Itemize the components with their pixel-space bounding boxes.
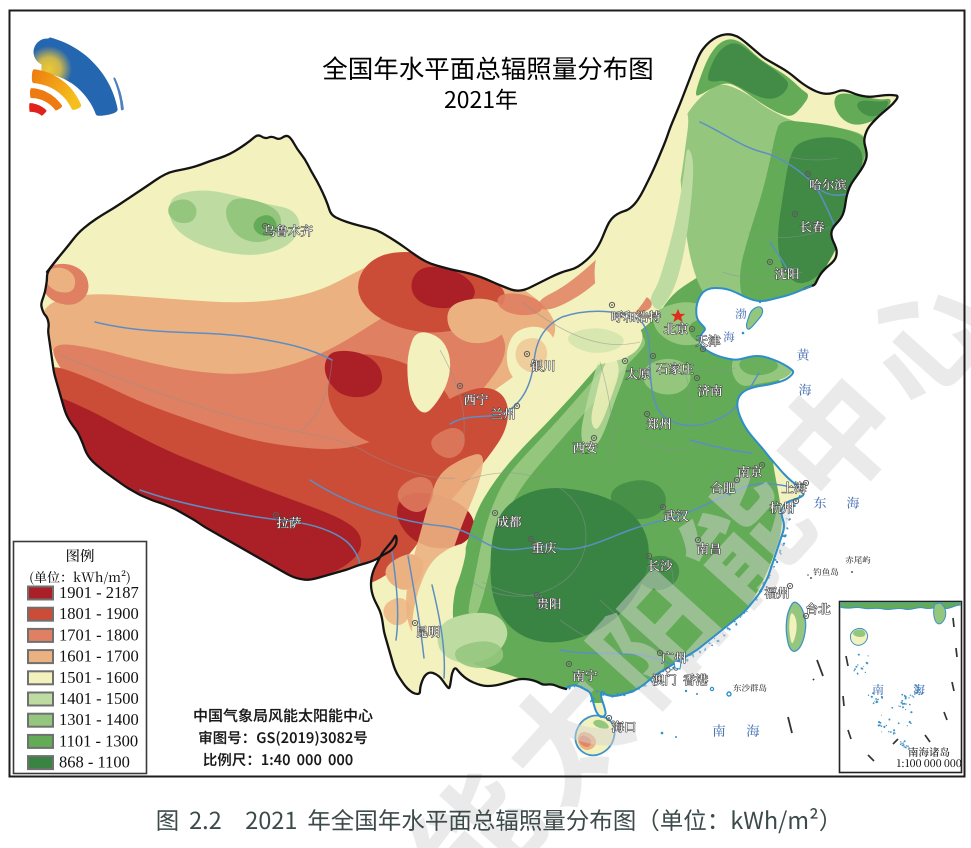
svg-text:1501 - 1600: 1501 - 1600 <box>59 668 139 687</box>
svg-text:1801 - 1900: 1801 - 1900 <box>59 604 139 623</box>
svg-text:1301 - 1400: 1301 - 1400 <box>59 710 139 729</box>
svg-text:1101 - 1300: 1101 - 1300 <box>59 731 138 750</box>
svg-text:1601 - 1700: 1601 - 1700 <box>59 647 139 666</box>
svg-text:1901 - 2187: 1901 - 2187 <box>59 583 139 602</box>
svg-text:1401 - 1500: 1401 - 1500 <box>59 689 139 708</box>
svg-text:868 - 1100: 868 - 1100 <box>59 753 130 772</box>
svg-text:1701 - 1800: 1701 - 1800 <box>59 625 139 644</box>
